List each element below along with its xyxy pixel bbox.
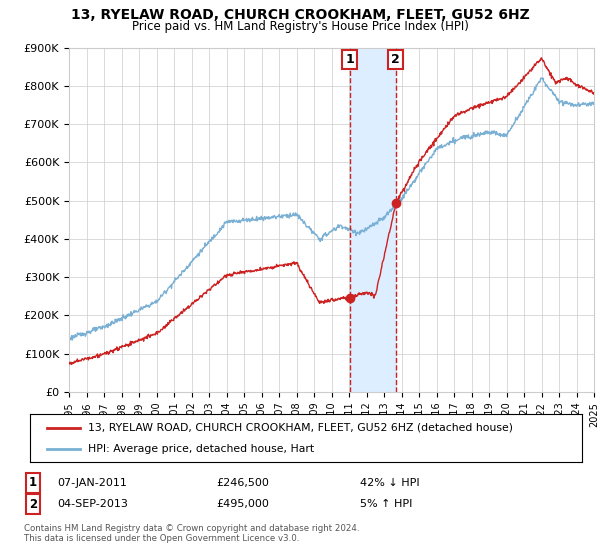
- Text: 13, RYELAW ROAD, CHURCH CROOKHAM, FLEET, GU52 6HZ (detached house): 13, RYELAW ROAD, CHURCH CROOKHAM, FLEET,…: [88, 423, 513, 433]
- Text: 2: 2: [29, 497, 37, 511]
- Text: 5% ↑ HPI: 5% ↑ HPI: [360, 499, 412, 509]
- Text: 2: 2: [391, 53, 400, 66]
- Bar: [350, 48, 396, 392]
- Text: 1: 1: [29, 476, 37, 489]
- Text: 1: 1: [346, 53, 354, 66]
- Text: 04-SEP-2013: 04-SEP-2013: [57, 499, 128, 509]
- Text: 13, RYELAW ROAD, CHURCH CROOKHAM, FLEET, GU52 6HZ: 13, RYELAW ROAD, CHURCH CROOKHAM, FLEET,…: [71, 8, 529, 22]
- Text: 42% ↓ HPI: 42% ↓ HPI: [360, 478, 419, 488]
- Text: HPI: Average price, detached house, Hart: HPI: Average price, detached house, Hart: [88, 444, 314, 454]
- Text: Price paid vs. HM Land Registry's House Price Index (HPI): Price paid vs. HM Land Registry's House …: [131, 20, 469, 32]
- Text: 07-JAN-2011: 07-JAN-2011: [57, 478, 127, 488]
- Text: £246,500: £246,500: [216, 478, 269, 488]
- Text: Contains HM Land Registry data © Crown copyright and database right 2024.
This d: Contains HM Land Registry data © Crown c…: [24, 524, 359, 543]
- Text: £495,000: £495,000: [216, 499, 269, 509]
